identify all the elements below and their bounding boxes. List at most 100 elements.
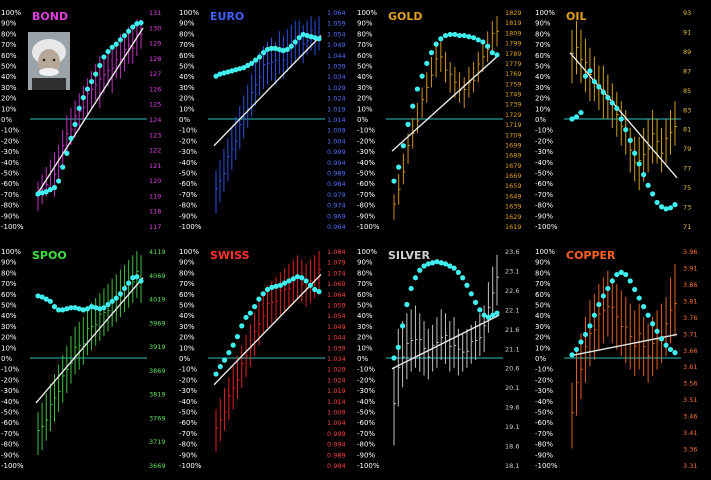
oscillator-dot [641,304,647,310]
chart-title: GOLD [388,10,423,23]
oscillator-dot [117,37,123,43]
right-tick-label: 1799 [505,40,522,48]
left-tick-label: 40% [357,312,373,320]
oscillator-dot [138,278,144,284]
right-tick-label: 1819 [505,19,522,27]
chart-svg: 100% 90% 80% 70% 60% 50% 40% 30% 20% 10% 0% -10% -20… [356,0,533,237]
left-tick-label: 80% [179,269,195,277]
oscillator-dot [424,60,430,66]
left-tick-label: 40% [357,73,373,81]
oscillator-dot [113,41,119,47]
oscillator-dot [434,259,440,265]
left-tick-label: -100% [1,462,24,470]
price-bar [419,313,422,372]
oscillator-dot [587,323,593,329]
oscillator-dot [109,44,115,50]
price-bar [103,288,106,337]
right-tick-label: 130 [149,24,161,32]
left-tick-label: -20% [357,376,375,384]
oscillator-dot [452,31,458,38]
left-tick-label: 90% [535,259,551,267]
left-tick-label: -80% [179,441,197,449]
price-bar [487,282,491,333]
left-tick-label: 10% [1,344,17,352]
price-bar [616,283,619,350]
trend-line [213,35,322,147]
oscillator-dot [121,285,128,292]
price-bar [454,67,457,98]
oscillator-dot [645,182,651,188]
oscillator-dot [245,62,251,69]
right-tick-label: 1.064 [327,291,346,299]
price-bar [575,349,579,416]
oscillator-dot [316,36,322,42]
oscillator-dot [300,31,306,38]
oscillator-dot [93,305,99,311]
right-tick-label: 3.66 [683,347,697,355]
price-bar [231,127,234,171]
oscillator-dot [217,363,223,370]
left-tick-label: 90% [1,20,17,28]
price-bar [37,412,40,456]
price-bar [647,323,651,383]
price-bar [393,367,396,446]
left-tick-label: -60% [179,180,197,188]
price-bar [620,101,624,146]
oscillator-dot [72,121,78,127]
right-tick-label: 1.059 [327,20,346,28]
oscillator-dot [573,346,580,353]
price-bar [445,313,448,364]
price-bar [575,20,579,75]
price-bar [584,38,588,93]
price-bar [309,259,313,303]
left-tick-label: 90% [179,20,195,28]
left-tick-label: 0% [1,355,12,363]
oscillator-dot [663,342,669,348]
left-tick-label: -100% [357,462,380,470]
right-tick-label: 3.41 [683,429,697,437]
price-bar [243,95,246,139]
oscillator-dot [101,305,107,311]
right-tick-label: 1.019 [327,105,346,113]
price-bar [270,37,274,81]
right-tick-label: 0.994 [327,441,346,449]
right-tick-label: 117 [149,223,161,231]
left-tick-label: 30% [357,323,373,331]
oscillator-dot [277,282,283,288]
oscillator-dot [253,57,259,63]
left-tick-label: -30% [535,148,553,156]
oscillator-dot [600,293,606,299]
right-tick-label: 3.96 [683,248,697,256]
oscillator-dot [641,172,647,178]
price-bar [661,127,664,173]
oscillator-dot [126,28,132,34]
chart-svg: 100% 90% 80% 70% 60% 50% 40% 30% 20% 10% 0% -10% -20… [0,0,177,237]
left-tick-label: -40% [1,398,19,406]
left-tick-label: 30% [179,84,195,92]
right-tick-label: 3.61 [683,363,697,371]
oscillator-dot [47,298,53,304]
price-bar [86,307,90,356]
left-tick-label: 100% [357,9,377,17]
left-tick-label: 40% [179,312,195,320]
price-bar [410,309,414,372]
oscillator-dot [438,260,444,266]
left-tick-label: -70% [535,191,553,199]
price-bar [670,277,673,344]
chart-title: SWISS [210,249,250,262]
price-bar [491,21,495,52]
left-tick-label: -80% [1,202,19,210]
left-tick-label: 50% [535,63,551,71]
right-tick-label: 120 [149,177,161,185]
left-tick-label: -10% [535,366,553,374]
right-tick-label: 1699 [505,141,522,149]
oscillator-dot [650,321,656,327]
price-bar [111,48,115,94]
price-bar [463,77,467,108]
left-tick-label: 60% [179,52,195,60]
oscillator-dot [239,323,245,329]
right-tick-label: 0.984 [327,180,346,188]
oscillator-dot [650,191,656,197]
oscillator-dot [241,65,247,71]
chart-title: COPPER [566,249,616,262]
